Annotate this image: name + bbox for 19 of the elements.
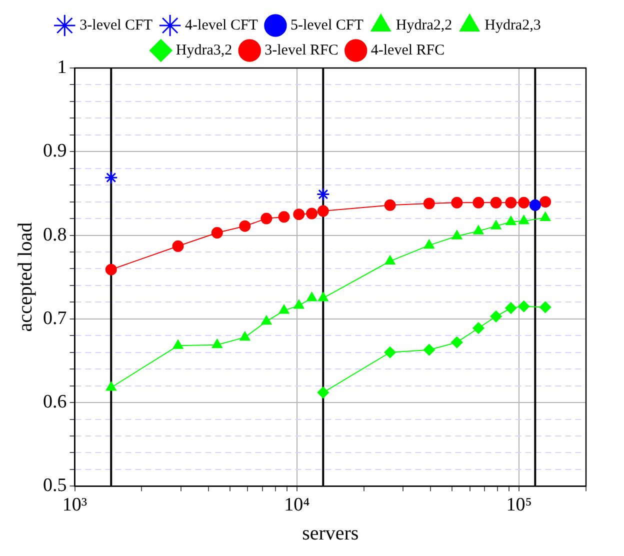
legend-label: 4-level RFC <box>370 42 445 58</box>
legend-label: 3-level RFC <box>264 42 338 58</box>
x-tick-label: 10⁵ <box>506 494 532 516</box>
x-axis-title: servers <box>302 522 359 544</box>
legend-label: 4-level CFT <box>185 17 258 34</box>
y-tick-label: 0.7 <box>43 308 67 329</box>
y-tick-label: 0.9 <box>43 140 67 162</box>
y-tick-label: 1 <box>57 56 67 78</box>
legend-label: Hydra3,2 <box>176 42 232 58</box>
y-axis-title: accepted load <box>14 222 36 332</box>
legend-label: Hydra2,2 <box>396 17 452 34</box>
y-tick-label: 0.8 <box>43 224 67 246</box>
y-tick-label: 0.5 <box>43 475 67 496</box>
legend-label: Hydra2,3 <box>484 17 541 34</box>
y-tick-label: 0.6 <box>43 392 67 413</box>
legend-label: 3-level CFT <box>80 17 153 34</box>
legend-label: 5-level CFT <box>290 17 364 34</box>
x-tick-label: 10³ <box>62 494 88 516</box>
x-tick-label: 10⁴ <box>284 494 310 516</box>
